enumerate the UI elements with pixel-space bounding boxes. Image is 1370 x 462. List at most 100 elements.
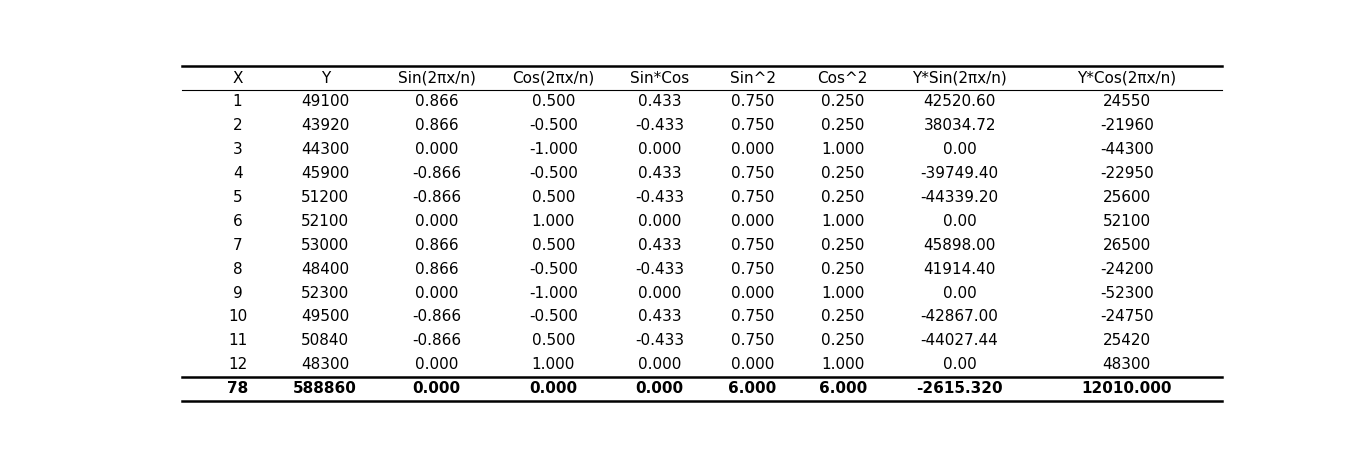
Text: -0.866: -0.866 bbox=[412, 166, 462, 181]
Text: 52100: 52100 bbox=[301, 214, 349, 229]
Text: -0.866: -0.866 bbox=[412, 333, 462, 348]
Text: 1: 1 bbox=[233, 94, 242, 109]
Text: 0.250: 0.250 bbox=[821, 333, 864, 348]
Text: 0.500: 0.500 bbox=[532, 190, 575, 205]
Text: 49100: 49100 bbox=[301, 94, 349, 109]
Text: 25600: 25600 bbox=[1103, 190, 1151, 205]
Text: 0.866: 0.866 bbox=[415, 118, 459, 134]
Text: 38034.72: 38034.72 bbox=[923, 118, 996, 134]
Text: -24200: -24200 bbox=[1100, 261, 1154, 277]
Text: 0.000: 0.000 bbox=[415, 214, 459, 229]
Text: 0.433: 0.433 bbox=[638, 166, 681, 181]
Text: -0.433: -0.433 bbox=[636, 118, 684, 134]
Text: 0.750: 0.750 bbox=[730, 310, 774, 324]
Text: 2: 2 bbox=[233, 118, 242, 134]
Text: 0.866: 0.866 bbox=[415, 238, 459, 253]
Text: 0.000: 0.000 bbox=[415, 286, 459, 300]
Text: 0.000: 0.000 bbox=[730, 142, 774, 157]
Text: -1.000: -1.000 bbox=[529, 142, 578, 157]
Text: -21960: -21960 bbox=[1100, 118, 1154, 134]
Text: -44027.44: -44027.44 bbox=[921, 333, 999, 348]
Text: 0.750: 0.750 bbox=[730, 166, 774, 181]
Text: -39749.40: -39749.40 bbox=[921, 166, 999, 181]
Text: 4: 4 bbox=[233, 166, 242, 181]
Text: X: X bbox=[233, 71, 242, 85]
Text: -0.866: -0.866 bbox=[412, 310, 462, 324]
Text: 48400: 48400 bbox=[301, 261, 349, 277]
Text: -0.500: -0.500 bbox=[529, 261, 578, 277]
Text: 1.000: 1.000 bbox=[821, 142, 864, 157]
Text: -0.500: -0.500 bbox=[529, 310, 578, 324]
Text: 6.000: 6.000 bbox=[729, 381, 777, 396]
Text: 0.250: 0.250 bbox=[821, 190, 864, 205]
Text: 52100: 52100 bbox=[1103, 214, 1151, 229]
Text: 0.00: 0.00 bbox=[943, 214, 977, 229]
Text: 0.250: 0.250 bbox=[821, 118, 864, 134]
Text: 0.866: 0.866 bbox=[415, 94, 459, 109]
Text: 0.750: 0.750 bbox=[730, 261, 774, 277]
Text: 588860: 588860 bbox=[293, 381, 358, 396]
Text: 0.250: 0.250 bbox=[821, 261, 864, 277]
Text: 7: 7 bbox=[233, 238, 242, 253]
Text: Y*Cos(2πx/n): Y*Cos(2πx/n) bbox=[1077, 71, 1177, 85]
Text: 12: 12 bbox=[227, 357, 247, 372]
Text: 0.433: 0.433 bbox=[638, 310, 681, 324]
Text: -52300: -52300 bbox=[1100, 286, 1154, 300]
Text: 41914.40: 41914.40 bbox=[923, 261, 996, 277]
Text: -0.500: -0.500 bbox=[529, 166, 578, 181]
Text: -0.433: -0.433 bbox=[636, 333, 684, 348]
Text: 0.000: 0.000 bbox=[529, 381, 578, 396]
Text: 0.500: 0.500 bbox=[532, 238, 575, 253]
Text: 52300: 52300 bbox=[301, 286, 349, 300]
Text: 0.750: 0.750 bbox=[730, 238, 774, 253]
Text: Sin*Cos: Sin*Cos bbox=[630, 71, 689, 85]
Text: 43920: 43920 bbox=[301, 118, 349, 134]
Text: 1.000: 1.000 bbox=[821, 214, 864, 229]
Text: 0.250: 0.250 bbox=[821, 238, 864, 253]
Text: 50840: 50840 bbox=[301, 333, 349, 348]
Text: 51200: 51200 bbox=[301, 190, 349, 205]
Text: 0.000: 0.000 bbox=[730, 357, 774, 372]
Text: 0.00: 0.00 bbox=[943, 286, 977, 300]
Text: Sin(2πx/n): Sin(2πx/n) bbox=[397, 71, 475, 85]
Text: -2615.320: -2615.320 bbox=[917, 381, 1003, 396]
Text: -24750: -24750 bbox=[1100, 310, 1154, 324]
Text: 0.750: 0.750 bbox=[730, 94, 774, 109]
Text: -22950: -22950 bbox=[1100, 166, 1154, 181]
Text: -0.433: -0.433 bbox=[636, 190, 684, 205]
Text: 0.500: 0.500 bbox=[532, 94, 575, 109]
Text: 48300: 48300 bbox=[301, 357, 349, 372]
Text: 0.433: 0.433 bbox=[638, 94, 681, 109]
Text: 0.00: 0.00 bbox=[943, 357, 977, 372]
Text: 0.250: 0.250 bbox=[821, 94, 864, 109]
Text: 78: 78 bbox=[227, 381, 248, 396]
Text: 25420: 25420 bbox=[1103, 333, 1151, 348]
Text: 11: 11 bbox=[227, 333, 247, 348]
Text: Y*Sin(2πx/n): Y*Sin(2πx/n) bbox=[912, 71, 1007, 85]
Text: 0.500: 0.500 bbox=[532, 333, 575, 348]
Text: 0.000: 0.000 bbox=[730, 214, 774, 229]
Text: 0.750: 0.750 bbox=[730, 190, 774, 205]
Text: 3: 3 bbox=[233, 142, 242, 157]
Text: 0.000: 0.000 bbox=[638, 357, 681, 372]
Text: 45900: 45900 bbox=[301, 166, 349, 181]
Text: 10: 10 bbox=[227, 310, 247, 324]
Text: 53000: 53000 bbox=[301, 238, 349, 253]
Text: Cos(2πx/n): Cos(2πx/n) bbox=[512, 71, 595, 85]
Text: 42520.60: 42520.60 bbox=[923, 94, 996, 109]
Text: 0.000: 0.000 bbox=[638, 214, 681, 229]
Text: 12010.000: 12010.000 bbox=[1081, 381, 1173, 396]
Text: 0.000: 0.000 bbox=[415, 357, 459, 372]
Text: 8: 8 bbox=[233, 261, 242, 277]
Text: 9: 9 bbox=[233, 286, 242, 300]
Text: 0.250: 0.250 bbox=[821, 166, 864, 181]
Text: 0.433: 0.433 bbox=[638, 238, 681, 253]
Text: Y: Y bbox=[321, 71, 330, 85]
Text: 0.000: 0.000 bbox=[415, 142, 459, 157]
Text: 0.00: 0.00 bbox=[943, 142, 977, 157]
Text: 45898.00: 45898.00 bbox=[923, 238, 996, 253]
Text: 0.000: 0.000 bbox=[412, 381, 460, 396]
Text: 5: 5 bbox=[233, 190, 242, 205]
Text: 1.000: 1.000 bbox=[821, 286, 864, 300]
Text: 1.000: 1.000 bbox=[532, 357, 575, 372]
